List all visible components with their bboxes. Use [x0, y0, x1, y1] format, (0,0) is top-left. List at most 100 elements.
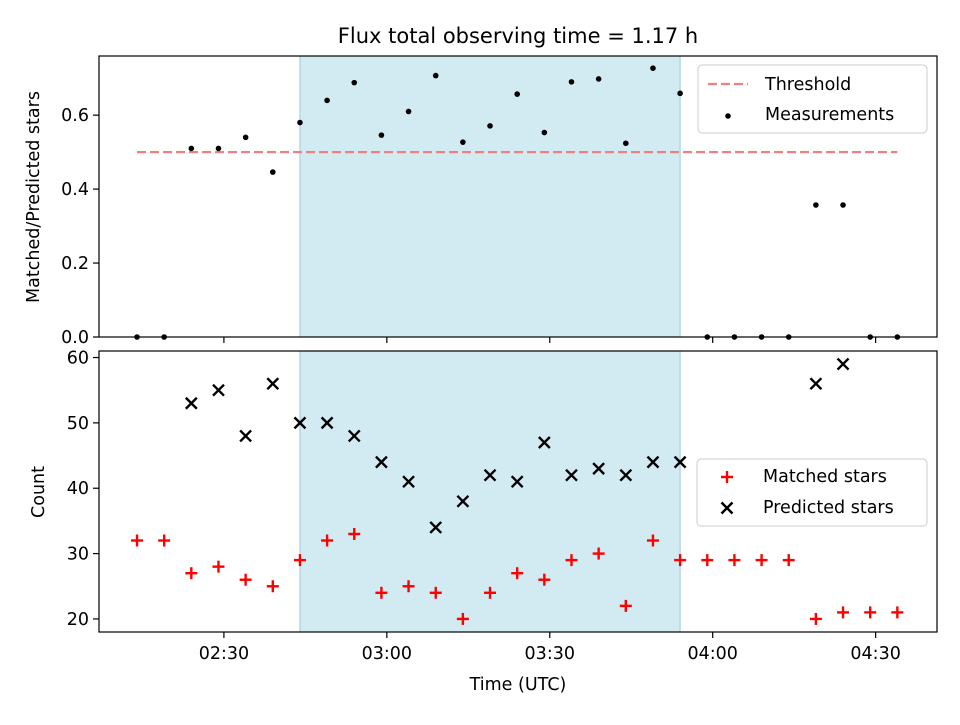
predicted-star-point — [483, 468, 497, 482]
matched-star-point — [538, 573, 551, 586]
predicted-star-marker-b — [565, 468, 578, 482]
predicted-star-marker-b — [456, 494, 470, 508]
predicted-star-marker-b — [293, 416, 307, 430]
x-tick-label: 03:00 — [362, 644, 412, 664]
matched-star-point — [402, 580, 415, 593]
predicted-star-point — [184, 396, 198, 410]
matched-star-point — [809, 612, 822, 625]
matched-star-point — [348, 527, 361, 540]
measurement-point — [623, 140, 629, 147]
measurement-point — [541, 129, 548, 136]
bottom-legend-box — [696, 458, 928, 527]
matched-star-point — [212, 560, 225, 573]
predicted-star-point — [266, 377, 280, 391]
matched-star-point — [755, 554, 768, 567]
measurement-point — [215, 145, 222, 152]
matched-star-point — [266, 580, 279, 593]
measurement-point — [432, 72, 439, 79]
matched-star-point — [782, 554, 795, 567]
bottom-y-tick-label: 30 — [67, 545, 89, 565]
top-plot-panel: 0.0 0.2 0.4 0.6 Threshold Measurements — [61, 55, 938, 348]
legend-predicted-label: Predicted stars — [763, 498, 894, 518]
predicted-star-marker-b — [184, 396, 198, 410]
predicted-star-marker-b — [375, 455, 388, 469]
bottom-plot-panel: 20 30 40 50 60 02:30 03:00 03:30 04:00 04:30 Matc… — [67, 349, 938, 664]
predicted-star-marker-b — [239, 429, 252, 443]
predicted-star-point — [293, 416, 307, 430]
matched-star-point — [674, 554, 687, 567]
predicted-star-marker-b — [266, 377, 280, 391]
bottom-plot-frame — [98, 350, 938, 633]
predicted-star-marker-b — [429, 521, 443, 534]
top-legend-box — [697, 64, 928, 134]
legend-predicted-swatch-b — [720, 501, 734, 515]
matched-star-point — [293, 554, 306, 567]
predicted-star-point — [809, 377, 823, 391]
measurement-point — [840, 202, 846, 208]
matched-star-point — [239, 573, 252, 586]
top-y-tick-label: 0.6 — [61, 106, 89, 126]
predicted-star-marker-b — [212, 383, 225, 397]
predicted-star-marker-b — [836, 357, 850, 371]
top-plot-frame — [98, 55, 938, 338]
matched-star-point — [701, 554, 714, 567]
matched-star-point — [619, 599, 632, 612]
predicted-star-marker-b — [673, 455, 687, 469]
matched-star-point — [456, 612, 469, 625]
measurement-point — [405, 108, 412, 115]
measurement-point — [595, 76, 602, 82]
predicted-star-marker-b — [510, 475, 524, 489]
matched-star-point — [891, 606, 904, 619]
predicted-star-point — [592, 462, 605, 475]
predicted-star-point — [212, 383, 225, 397]
predicted-star-marker-b — [809, 377, 823, 391]
bottom-y-tick-label: 20 — [67, 610, 89, 630]
predicted-star-point — [429, 521, 443, 534]
predicted-star-point — [646, 455, 660, 469]
top-y-tick-label: 0.4 — [61, 180, 89, 200]
predicted-star-point — [836, 357, 850, 371]
matched-star-point — [864, 606, 877, 619]
bottom-y-tick-label: 60 — [67, 349, 89, 369]
matched-star-point — [592, 547, 605, 560]
predicted-star-marker-b — [619, 468, 633, 482]
measurement-point — [568, 79, 575, 85]
predicted-star-point — [565, 468, 578, 482]
bottom-y-tick-label: 40 — [67, 479, 89, 499]
matched-star-point — [131, 534, 144, 547]
predicted-star-marker-b — [347, 429, 361, 443]
matched-star-point — [375, 586, 388, 599]
predicted-star-point — [239, 429, 252, 443]
predicted-star-marker-b — [402, 475, 415, 489]
matched-star-point — [158, 534, 171, 547]
predicted-star-marker-b — [646, 455, 660, 469]
x-axis-label: Time (UTC) — [469, 675, 567, 695]
matched-star-point — [837, 606, 850, 619]
matched-star-point — [646, 534, 659, 547]
x-tick-label: 03:30 — [525, 644, 575, 664]
predicted-star-point — [673, 455, 687, 469]
bottom-observing-interval — [299, 350, 681, 633]
x-tick-label: 02:30 — [199, 644, 249, 664]
predicted-star-marker-b — [592, 462, 605, 475]
matched-star-point — [484, 586, 497, 599]
chart-title: Flux total observing time = 1.17 h — [338, 24, 698, 48]
measurement-point — [514, 91, 520, 97]
matched-star-point — [565, 554, 578, 567]
measurement-point — [269, 169, 276, 175]
bottom-y-axis-label: Count — [29, 466, 49, 518]
matched-star-point — [511, 567, 524, 580]
measurement-point — [324, 97, 330, 104]
legend-threshold-label: Threshold — [764, 75, 851, 95]
predicted-star-point — [347, 429, 361, 443]
predicted-star-point — [375, 455, 388, 469]
measurement-point — [242, 134, 249, 141]
predicted-star-marker-b — [537, 436, 551, 449]
measurement-point — [351, 79, 358, 86]
measurement-point — [188, 145, 195, 152]
legend-measurements-label: Measurements — [765, 105, 894, 125]
bottom-y-tick-label: 50 — [67, 414, 89, 434]
predicted-star-marker-b — [320, 416, 334, 430]
predicted-star-point — [402, 475, 415, 489]
